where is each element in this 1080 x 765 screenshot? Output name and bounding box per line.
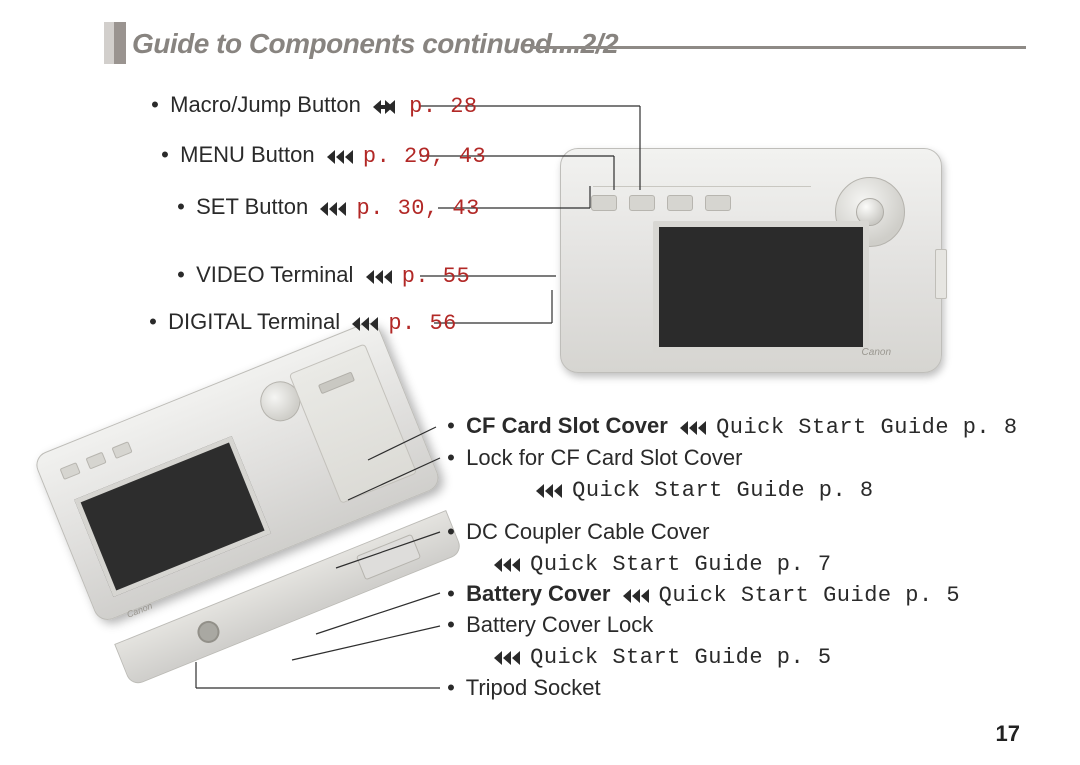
page-ref: p. 28 bbox=[409, 94, 478, 119]
entry-dc-coupler: • DC Coupler Cable Cover bbox=[442, 519, 709, 545]
entry-menu: • MENU Button p. 29, 43 bbox=[156, 142, 486, 169]
arrow-icon bbox=[680, 421, 706, 435]
label-cf-cover: CF Card Slot Cover bbox=[466, 413, 668, 438]
page-ref: p. 55 bbox=[402, 264, 471, 289]
page-ref: p. 56 bbox=[388, 311, 457, 336]
page-ref: p. 29, 43 bbox=[363, 144, 486, 169]
label-tripod: Tripod Socket bbox=[466, 675, 601, 700]
arrow-icon bbox=[373, 100, 399, 114]
entry-set: • SET Button p. 30, 43 bbox=[172, 194, 480, 221]
entry-batt-lock: • Battery Cover Lock bbox=[442, 612, 653, 638]
label-dc-coupler: DC Coupler Cable Cover bbox=[466, 519, 709, 544]
page-ref: Quick Start Guide p. 8 bbox=[572, 478, 873, 503]
heading-marker bbox=[104, 22, 126, 64]
page-ref: Quick Start Guide p. 7 bbox=[530, 552, 831, 577]
page-number: 17 bbox=[996, 721, 1020, 747]
arrow-icon bbox=[352, 317, 378, 331]
label-batt-cover: Battery Cover bbox=[466, 581, 610, 606]
camera-back-illustration: Canon bbox=[560, 148, 942, 373]
page-ref: Quick Start Guide p. 8 bbox=[716, 415, 1017, 440]
arrow-icon bbox=[366, 270, 392, 284]
arrow-icon bbox=[494, 651, 520, 665]
entry-video: • VIDEO Terminal p. 55 bbox=[172, 262, 470, 289]
heading-rule bbox=[530, 46, 1026, 49]
arrow-icon bbox=[327, 150, 353, 164]
entry-batt-cover: • Battery Cover Quick Start Guide p. 5 bbox=[442, 581, 960, 608]
label-batt-lock: Battery Cover Lock bbox=[466, 612, 653, 637]
page-title: Guide to Components continued....2/2 bbox=[132, 28, 618, 60]
arrow-icon bbox=[494, 558, 520, 572]
arrow-icon bbox=[623, 589, 649, 603]
manual-page: Guide to Components continued....2/2 Can… bbox=[0, 0, 1080, 765]
arrow-icon bbox=[320, 202, 346, 216]
page-ref: Quick Start Guide p. 5 bbox=[530, 645, 831, 670]
page-ref: p. 30, 43 bbox=[356, 196, 479, 221]
arrow-icon bbox=[536, 484, 562, 498]
page-ref: Quick Start Guide p. 5 bbox=[659, 583, 960, 608]
label-cf-lock: Lock for CF Card Slot Cover bbox=[466, 445, 742, 470]
entry-macro-jump: • Macro/Jump Button p. 28 bbox=[146, 92, 478, 119]
label-set: SET Button bbox=[196, 194, 308, 219]
subref-cf-lock: Quick Start Guide p. 8 bbox=[530, 476, 874, 503]
subref-batt-lock: Quick Start Guide p. 5 bbox=[488, 643, 832, 670]
entry-digital: • DIGITAL Terminal p. 56 bbox=[144, 309, 457, 336]
camera-bottom-illustration: Canon bbox=[32, 319, 459, 666]
entry-cf-lock: • Lock for CF Card Slot Cover bbox=[442, 445, 742, 471]
label-video: VIDEO Terminal bbox=[196, 262, 353, 287]
subref-dc-coupler: Quick Start Guide p. 7 bbox=[488, 550, 832, 577]
label-menu: MENU Button bbox=[180, 142, 315, 167]
label-digital: DIGITAL Terminal bbox=[168, 309, 340, 334]
entry-cf-cover: • CF Card Slot Cover Quick Start Guide p… bbox=[442, 413, 1018, 440]
label-macro-jump: Macro/Jump Button bbox=[170, 92, 361, 117]
entry-tripod: • Tripod Socket bbox=[442, 675, 601, 701]
